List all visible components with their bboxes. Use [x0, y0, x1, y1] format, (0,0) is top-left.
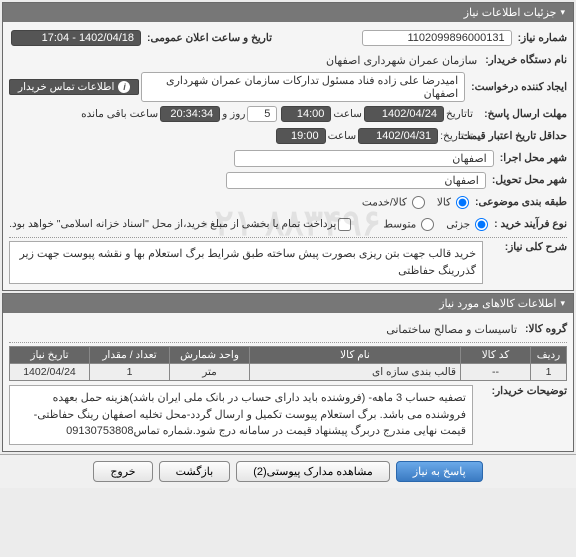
buyer-org-label: نام دستگاه خریدار:	[485, 54, 567, 66]
th-row: ردیف	[531, 347, 567, 364]
exec-city-value: اصفهان	[234, 150, 494, 167]
treasury-checkbox[interactable]	[338, 218, 351, 231]
buy-radio-partial[interactable]	[475, 218, 488, 231]
goods-info-header[interactable]: ▾ اطلاعات کالاهای مورد نیاز	[3, 294, 573, 313]
th-unit: واحد شمارش	[170, 347, 250, 364]
attachments-button[interactable]: مشاهده مدارک پیوستی(2)	[236, 461, 390, 482]
need-no-label: شماره نیاز:	[518, 32, 567, 44]
resp-clock-value: 20:34:34	[160, 106, 220, 122]
price-valid-label: حداقل تاریخ اعتبار قیمت:	[477, 130, 567, 142]
to-date-label: تا تاریخ:	[440, 130, 473, 142]
class-radio-service[interactable]	[412, 196, 425, 209]
goods-group-value: تاسیسات و مصالح ساختمانی	[386, 323, 517, 336]
buy-opt-medium[interactable]: متوسط	[383, 218, 436, 231]
th-code: کد کالا	[461, 347, 531, 364]
exec-city-label: شهر محل اجرا:	[500, 152, 567, 164]
th-need-date: تاریخ نیاز	[10, 347, 90, 364]
goods-table: ردیف کد کالا نام کالا واحد شمارش تعداد /…	[9, 346, 567, 381]
need-info-panel: ▾ جزئیات اطلاعات نیاز شماره نیاز: 110209…	[2, 2, 574, 291]
valid-date-value: 1402/04/31	[358, 128, 438, 144]
td-need-date: 1402/04/24	[10, 364, 90, 381]
buyer-contact-button[interactable]: i اطلاعات تماس خریدار	[9, 79, 139, 95]
table-header-row: ردیف کد کالا نام کالا واحد شمارش تعداد /…	[10, 347, 567, 364]
need-info-title: جزئیات اطلاعات نیاز	[464, 6, 557, 19]
divider-2	[9, 342, 567, 343]
footer-bar: پاسخ به نیاز مشاهده مدارک پیوستی(2) بازگ…	[0, 454, 576, 488]
hour-word-1: ساعت	[333, 108, 362, 120]
buyer-notes-label: توضیحات خریدار:	[477, 385, 567, 397]
need-desc-value: خرید قالب جهت بتن ریزی بصورت پیش ساخته ط…	[9, 241, 483, 284]
class-radio-goods[interactable]	[456, 196, 469, 209]
class-opt-goods[interactable]: کالا	[437, 196, 471, 209]
buyer-contact-label: اطلاعات تماس خریدار	[18, 81, 114, 93]
info-icon: i	[118, 81, 130, 93]
respond-button[interactable]: پاسخ به نیاز	[396, 461, 483, 482]
remain-suffix: ساعت باقی مانده	[81, 108, 158, 120]
day-and-word: روز و	[222, 108, 245, 120]
exit-button[interactable]: خروج	[93, 461, 152, 482]
resp-deadline-label: مهلت ارسال پاسخ:	[477, 108, 567, 120]
pay-note-text: پرداخت تمام یا بخشی از مبلغ خرید،از محل …	[9, 218, 336, 230]
announce-dt-value: 1402/04/18 - 17:04	[11, 30, 141, 46]
hour-word-2: ساعت	[328, 130, 357, 142]
valid-hour-value: 19:00	[276, 128, 326, 144]
th-qty: تعداد / مقدار	[90, 347, 170, 364]
deliver-city-label: شهر محل تحویل:	[492, 174, 567, 186]
buy-radio-partial-label: جزئی	[446, 218, 470, 230]
buy-opt-partial[interactable]: جزئی	[446, 218, 490, 231]
resp-date-value: 1402/04/24	[364, 106, 444, 122]
buyer-org-value: سازمان عمران شهرداری اصفهان	[326, 54, 477, 67]
td-qty: 1	[90, 364, 170, 381]
class-opt-service[interactable]: کالا/خدمت	[362, 196, 427, 209]
th-name: نام کالا	[250, 347, 461, 364]
buyer-notes-value: تصفیه حساب 3 ماهه- (فروشنده باید دارای ح…	[9, 385, 473, 445]
requester-label: ایجاد کننده درخواست:	[471, 81, 567, 93]
goods-info-title: اطلاعات کالاهای مورد نیاز	[439, 297, 556, 310]
need-no-value: 1102099896000131	[362, 30, 512, 46]
td-unit: متر	[170, 364, 250, 381]
date-word-1: تاریخ	[446, 108, 467, 120]
class-radio-service-label: کالا/خدمت	[362, 196, 407, 208]
class-radio-goods-label: کالا	[437, 196, 451, 208]
chevron-down-icon-2: ▾	[560, 298, 565, 309]
goods-info-panel: ▾ اطلاعات کالاهای مورد نیاز گروه کالا: ت…	[2, 293, 574, 452]
classification-label: طبقه بندی موضوعی:	[475, 196, 567, 208]
divider	[9, 237, 567, 238]
need-info-header[interactable]: ▾ جزئیات اطلاعات نیاز	[3, 3, 573, 22]
buy-radio-medium[interactable]	[421, 218, 434, 231]
requester-value: امیدرضا علی زاده فناد مسئول تدارکات سازم…	[141, 72, 465, 102]
buy-radio-medium-label: متوسط	[383, 218, 416, 230]
back-button[interactable]: بازگشت	[159, 461, 231, 482]
td-name: قالب بندی سازه ای	[250, 364, 461, 381]
td-row: 1	[531, 364, 567, 381]
need-desc-label: شرح کلی نیاز:	[487, 241, 567, 253]
goods-group-label: گروه کالا:	[525, 323, 567, 335]
ta-word-1: تا	[467, 108, 473, 120]
resp-days-value: 5	[247, 106, 277, 122]
buy-type-label: نوع فرآیند خرید :	[494, 218, 567, 230]
deliver-city-value: اصفهان	[226, 172, 486, 189]
td-code: --	[461, 364, 531, 381]
table-row[interactable]: 1 -- قالب بندی سازه ای متر 1 1402/04/24	[10, 364, 567, 381]
chevron-down-icon: ▾	[560, 7, 565, 18]
resp-hour-value: 14:00	[281, 106, 331, 122]
announce-dt-label: تاریخ و ساعت اعلان عمومی:	[147, 32, 272, 44]
